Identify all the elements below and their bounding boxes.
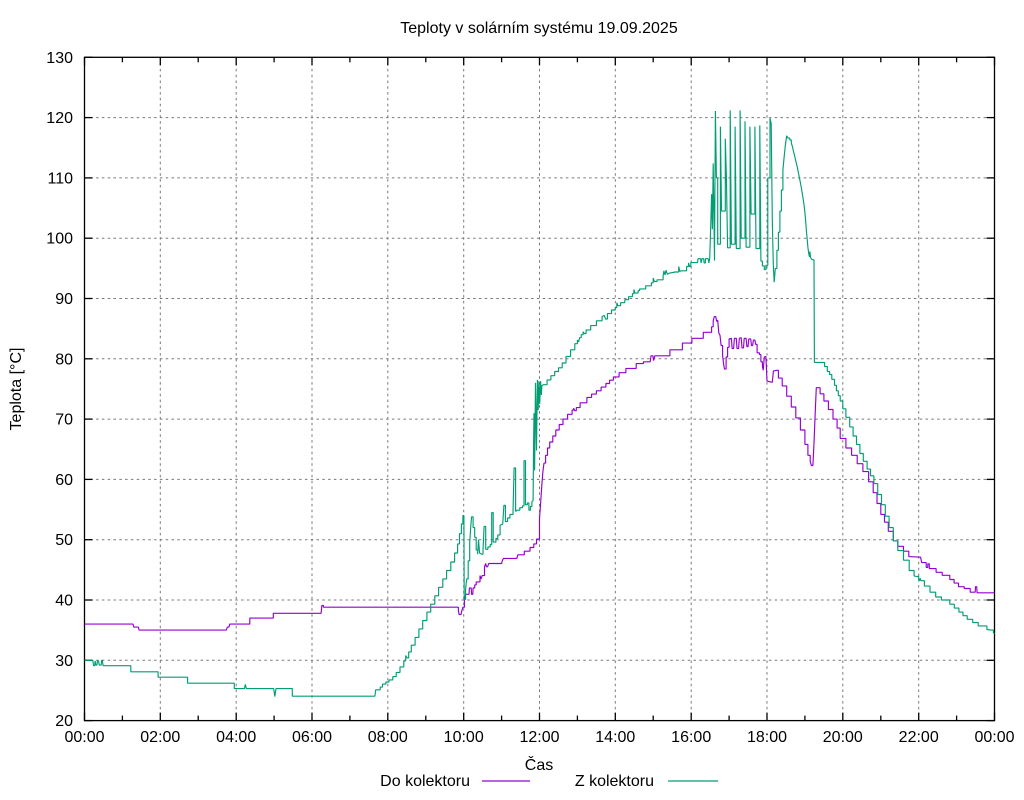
svg-text:08:00: 08:00: [368, 729, 408, 746]
svg-text:00:00: 00:00: [974, 729, 1014, 746]
svg-text:30: 30: [55, 653, 73, 670]
svg-text:40: 40: [55, 593, 73, 610]
svg-text:110: 110: [47, 170, 73, 187]
svg-text:130: 130: [46, 50, 73, 67]
svg-text:60: 60: [55, 472, 73, 489]
svg-text:Z kolektoru: Z kolektoru: [575, 773, 654, 790]
svg-text:12:00: 12:00: [519, 729, 559, 746]
svg-text:Do kolektoru: Do kolektoru: [380, 773, 470, 790]
svg-text:70: 70: [55, 412, 73, 429]
svg-text:50: 50: [55, 532, 73, 549]
svg-text:20:00: 20:00: [823, 729, 863, 746]
svg-text:80: 80: [55, 351, 73, 368]
svg-text:Teplota [°C]: Teplota [°C]: [8, 348, 25, 431]
svg-text:00:00: 00:00: [64, 729, 104, 746]
svg-text:100: 100: [46, 231, 73, 248]
svg-text:06:00: 06:00: [292, 729, 332, 746]
svg-text:90: 90: [55, 291, 73, 308]
svg-text:20: 20: [55, 713, 73, 730]
svg-text:120: 120: [46, 110, 73, 127]
svg-text:10:00: 10:00: [444, 729, 484, 746]
svg-text:18:00: 18:00: [747, 729, 787, 746]
svg-text:Teploty v solárním systému 19.: Teploty v solárním systému 19.09.2025: [400, 20, 678, 37]
svg-text:04:00: 04:00: [216, 729, 256, 746]
svg-text:02:00: 02:00: [140, 729, 180, 746]
svg-text:14:00: 14:00: [595, 729, 635, 746]
svg-text:Čas: Čas: [525, 755, 553, 774]
svg-text:16:00: 16:00: [671, 729, 711, 746]
svg-text:22:00: 22:00: [899, 729, 939, 746]
